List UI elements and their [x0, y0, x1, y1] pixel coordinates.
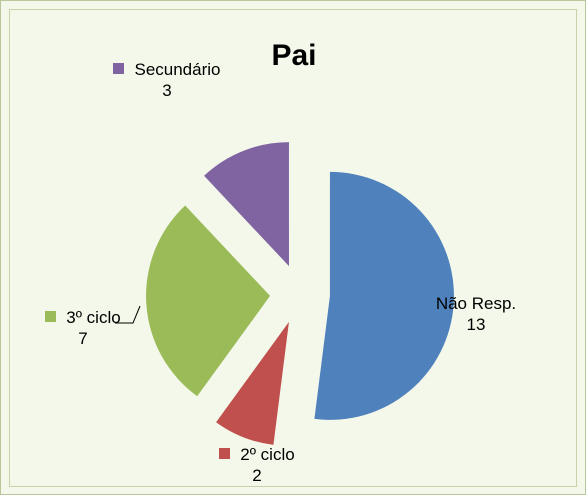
- data-label: Não Resp. 13: [431, 293, 521, 335]
- pie-slice: [204, 142, 289, 267]
- label-name: Não Resp.: [435, 294, 517, 313]
- label-line: 2º ciclo: [197, 444, 317, 465]
- legend-key: [219, 448, 231, 459]
- label-value: 3: [162, 81, 172, 100]
- pie-slice: [216, 321, 289, 445]
- data-label: Secundário 3: [107, 59, 227, 101]
- data-label: 3º ciclo 7: [23, 307, 143, 349]
- pie-slice: [314, 171, 454, 420]
- label-value: 13: [466, 315, 486, 334]
- label-value: 2: [252, 466, 262, 485]
- label-name: 2º ciclo: [240, 445, 295, 464]
- chart-title: Pai: [271, 39, 317, 72]
- label-line: 3º ciclo: [23, 307, 143, 328]
- leader-line: [115, 305, 141, 324]
- legend-key: [45, 311, 57, 322]
- data-label: 2º ciclo 2: [197, 444, 317, 486]
- legend-key: [113, 63, 125, 74]
- pie-slice: [146, 205, 271, 397]
- label-name: Secundário: [134, 60, 221, 79]
- label-name: 3º ciclo: [66, 308, 121, 327]
- plot-area: [9, 9, 577, 487]
- label-line: Secundário: [112, 59, 222, 80]
- label-line: Não Resp.: [431, 293, 521, 314]
- label-value: 7: [78, 329, 88, 348]
